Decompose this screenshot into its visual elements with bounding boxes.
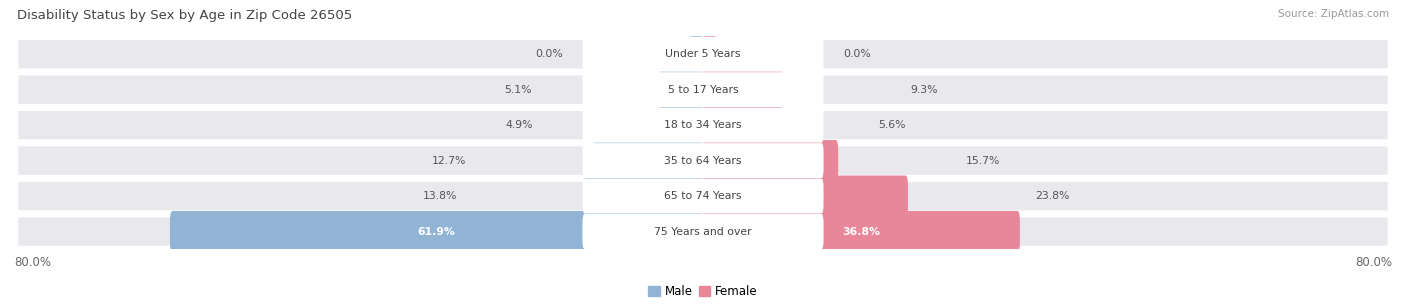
FancyBboxPatch shape bbox=[18, 40, 1388, 68]
Text: Disability Status by Sex by Age in Zip Code 26505: Disability Status by Sex by Age in Zip C… bbox=[17, 9, 352, 22]
FancyBboxPatch shape bbox=[582, 72, 824, 107]
FancyBboxPatch shape bbox=[661, 105, 703, 146]
Text: 80.0%: 80.0% bbox=[1355, 256, 1392, 269]
Text: 5.6%: 5.6% bbox=[879, 120, 907, 130]
Text: 35 to 64 Years: 35 to 64 Years bbox=[664, 156, 742, 166]
FancyBboxPatch shape bbox=[582, 214, 824, 249]
FancyBboxPatch shape bbox=[659, 69, 703, 110]
Text: 18 to 34 Years: 18 to 34 Years bbox=[664, 120, 742, 130]
FancyBboxPatch shape bbox=[18, 147, 1388, 175]
FancyBboxPatch shape bbox=[703, 69, 783, 110]
FancyBboxPatch shape bbox=[703, 175, 908, 217]
FancyBboxPatch shape bbox=[703, 34, 716, 75]
FancyBboxPatch shape bbox=[18, 182, 1388, 210]
FancyBboxPatch shape bbox=[593, 140, 703, 181]
FancyBboxPatch shape bbox=[703, 105, 751, 146]
FancyBboxPatch shape bbox=[583, 175, 703, 217]
FancyBboxPatch shape bbox=[703, 211, 1019, 252]
Text: 4.9%: 4.9% bbox=[506, 120, 533, 130]
Text: 9.3%: 9.3% bbox=[911, 85, 938, 95]
FancyBboxPatch shape bbox=[703, 140, 838, 181]
Text: 5 to 17 Years: 5 to 17 Years bbox=[668, 85, 738, 95]
Text: 12.7%: 12.7% bbox=[432, 156, 467, 166]
Text: 61.9%: 61.9% bbox=[418, 226, 456, 237]
Text: 5.1%: 5.1% bbox=[505, 85, 531, 95]
FancyBboxPatch shape bbox=[18, 111, 1388, 139]
FancyBboxPatch shape bbox=[582, 37, 824, 72]
Text: 0.0%: 0.0% bbox=[844, 49, 872, 59]
Text: 65 to 74 Years: 65 to 74 Years bbox=[664, 191, 742, 201]
FancyBboxPatch shape bbox=[18, 75, 1388, 104]
FancyBboxPatch shape bbox=[18, 217, 1388, 246]
Text: 13.8%: 13.8% bbox=[422, 191, 457, 201]
Text: 23.8%: 23.8% bbox=[1035, 191, 1070, 201]
Text: 15.7%: 15.7% bbox=[966, 156, 1000, 166]
FancyBboxPatch shape bbox=[690, 34, 703, 75]
FancyBboxPatch shape bbox=[170, 211, 703, 252]
Text: 0.0%: 0.0% bbox=[534, 49, 562, 59]
FancyBboxPatch shape bbox=[582, 143, 824, 178]
Legend: Male, Female: Male, Female bbox=[644, 281, 762, 303]
Text: 75 Years and over: 75 Years and over bbox=[654, 226, 752, 237]
Text: 80.0%: 80.0% bbox=[14, 256, 51, 269]
FancyBboxPatch shape bbox=[582, 178, 824, 214]
Text: Under 5 Years: Under 5 Years bbox=[665, 49, 741, 59]
Text: 36.8%: 36.8% bbox=[842, 226, 880, 237]
Text: Source: ZipAtlas.com: Source: ZipAtlas.com bbox=[1278, 9, 1389, 19]
FancyBboxPatch shape bbox=[582, 108, 824, 143]
